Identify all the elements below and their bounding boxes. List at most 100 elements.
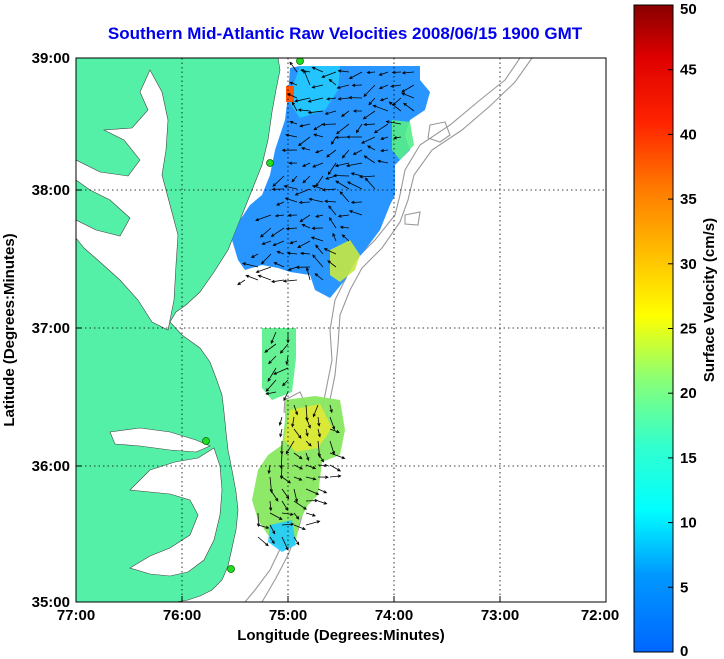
velocity-vector-arrow [300,147,311,151]
velocity-vector-arrow [315,149,324,154]
velocity-vector-arrow [270,227,285,237]
velocity-vector-arrow [269,524,276,535]
velocity-vector-arrow [293,488,298,503]
velocity-vector-arrow [289,61,298,73]
y-tick-label: 39:00 [32,50,70,67]
colorbar-label: Surface Velocity (cm/s) [701,218,718,382]
velocity-vector-arrow [287,266,298,271]
axis-tick-marks [76,189,501,602]
velocity-vector-arrow [321,71,337,78]
velocity-vector-arrow [250,253,259,258]
colorbar-tick-label: 20 [680,385,697,402]
velocity-vector-arrow [282,379,289,387]
velocity-vector-arrow [281,148,298,152]
velocity-vector-arrow [317,500,328,505]
velocity-vector-arrow [279,343,289,354]
velocity-vector-arrow [273,367,289,375]
velocity-vector-arrow [352,149,363,155]
velocity-vector-arrow [281,512,294,516]
velocity-vector-arrow [332,173,350,178]
velocity-vector-arrow [260,227,272,238]
velocity-vector-arrow [308,197,324,203]
velocity-vector-arrow [401,84,415,93]
velocity-vector-arrow [336,84,350,89]
velocity-vector-arrow [328,217,337,229]
velocity-vector-arrow [257,274,272,281]
y-tick-label: 36:00 [32,458,70,475]
colorbar-tick-label: 40 [680,126,697,143]
colorbar-tick-label: 45 [680,62,697,79]
velocity-vector-arrow [329,464,341,472]
velocity-vector-arrow [363,155,376,164]
map-title: Southern Mid-Atlantic Raw Velocities 200… [108,24,583,43]
velocity-vector-arrow [305,476,317,481]
velocity-vector-arrow [312,254,324,268]
velocity-vector-arrow [377,159,389,164]
y-tick-labels: 39:00 38:00 37:00 36:00 35:00 [32,50,70,611]
velocity-patch-north [232,66,430,298]
station-marker [296,58,304,65]
velocity-vector-arrow [305,267,311,281]
velocity-vector-arrow [341,149,350,159]
velocity-vector-arrow [257,536,269,547]
velocity-vector-arrow [329,416,336,431]
x-tick-label: 75:00 [269,607,307,624]
velocity-vector-arrow [293,536,300,546]
grid-lines [76,58,606,602]
x-tick-label: 72:00 [581,607,619,624]
velocity-field [232,66,430,552]
velocity-vector-arrow [348,96,363,100]
velocity-vector-arrow [403,102,415,112]
velocity-vector-arrow [286,93,298,99]
colorbar-tick-label: 30 [680,256,697,273]
velocity-vector-arrow [307,110,324,115]
velocity-vector-arrow [293,404,298,416]
velocity-vector-arrow [301,224,311,229]
map-frame [75,57,607,603]
velocity-vector-arrow [310,236,324,242]
colorbar-tick-label: 50 [680,1,697,18]
velocity-vector-arrow [366,70,376,75]
velocity-vector-arrow [317,475,329,479]
velocity-vector-arrow [278,416,283,427]
velocity-vector-arrow [294,97,311,103]
velocity-vector-arrow [368,97,376,106]
velocity-vector-arrow [378,84,389,90]
velocity-vector-arrow [303,69,311,86]
velocity-vector-arrow [265,391,277,396]
velocity-vector-arrow [294,188,311,196]
velocity-vector-arrow [298,200,311,205]
velocity-vector-arrow [300,69,311,73]
velocity-vector-arrow [285,355,289,366]
velocity-vector-arrow [314,273,324,281]
velocity-vector-arrow [337,214,350,218]
velocity-vector-arrow [289,120,298,125]
velocity-vector-arrow [264,343,277,353]
velocity-vector-arrow [312,162,324,168]
velocity-vector-arrow [315,175,324,187]
velocity-vector-arrow [401,71,415,75]
chesapeake-bay [76,69,179,331]
velocity-vector-arrow [272,240,285,246]
velocity-vector-arrow [364,177,376,190]
velocity-vector-arrow [332,232,337,242]
velocity-vector-arrow [317,440,321,458]
x-tick-label: 74:00 [375,607,413,624]
velocity-vector-arrow [392,136,402,140]
velocity-vector-arrow [274,214,285,218]
velocity-vector-arrow [302,175,311,184]
velocity-vector-arrow [307,97,324,103]
velocity-vector-arrow [293,464,304,470]
albemarle-sound [109,427,211,453]
velocity-vector-arrow [358,175,376,179]
velocity-vector-arrow [291,101,298,112]
velocity-vector-arrow [363,84,376,98]
velocity-vector-arrow [385,120,402,125]
velocity-vector-arrow [269,476,274,494]
velocity-vector-arrow [289,81,298,86]
velocity-vector-arrow [325,175,337,180]
velocity-vector-arrow [337,69,350,73]
x-tick-label: 77:00 [57,607,95,624]
velocity-vector-arrow [346,181,363,190]
